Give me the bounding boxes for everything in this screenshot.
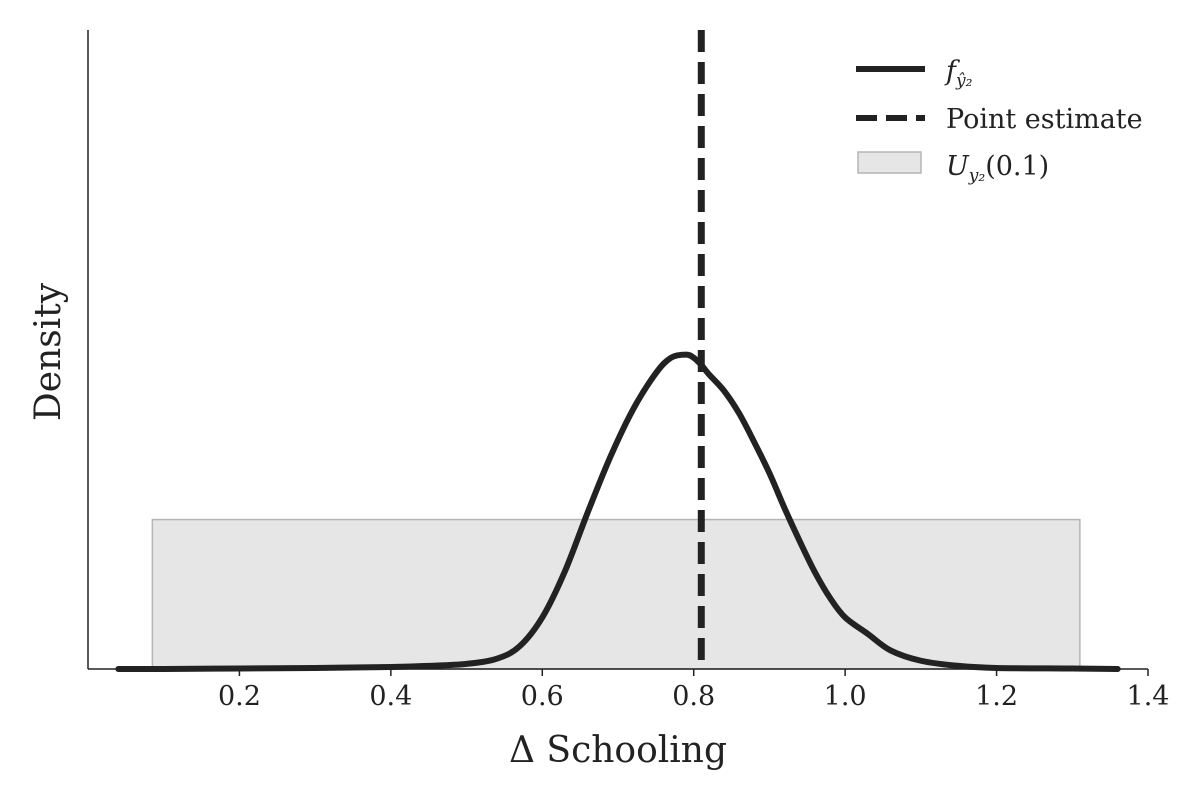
x-tick-label: 1.2 (975, 681, 1018, 712)
legend-point-estimate-label: Point estimate (946, 104, 1143, 135)
legend-density-subscript: ŷ₂ (955, 71, 973, 91)
x-tick-label: 0.6 (521, 681, 564, 712)
x-axis-label: Δ Schooling (509, 730, 727, 771)
x-ticks: 0.2 0.4 0.6 0.8 1.0 1.2 1.4 (218, 669, 1170, 712)
legend-band-label: Uy₂(0.1) (946, 151, 1049, 186)
x-tick-label: 1.4 (1127, 681, 1170, 712)
axes-layer (87, 30, 1148, 670)
legend-band-argument: (0.1) (985, 151, 1049, 182)
y-axis-label: Density (28, 282, 69, 421)
x-tick-label: 0.8 (672, 681, 715, 712)
x-tick-label: 0.2 (218, 681, 261, 712)
uncertainty-band (151, 518, 1081, 670)
legend-band-subscript: y₂ (968, 166, 986, 186)
legend-band-swatch (857, 151, 922, 174)
x-tick-label: 1.0 (824, 681, 867, 712)
legend-density-label: fŷ₂ (944, 56, 973, 91)
legend: fŷ₂ Point estimate Uy₂(0.1) (856, 56, 1143, 186)
band-layer (151, 518, 1081, 670)
x-tick-label: 0.4 (369, 681, 412, 712)
legend-band-symbol: U (946, 151, 970, 182)
density-curve-0 (115, 351, 1121, 673)
curve-layer (115, 351, 1121, 673)
